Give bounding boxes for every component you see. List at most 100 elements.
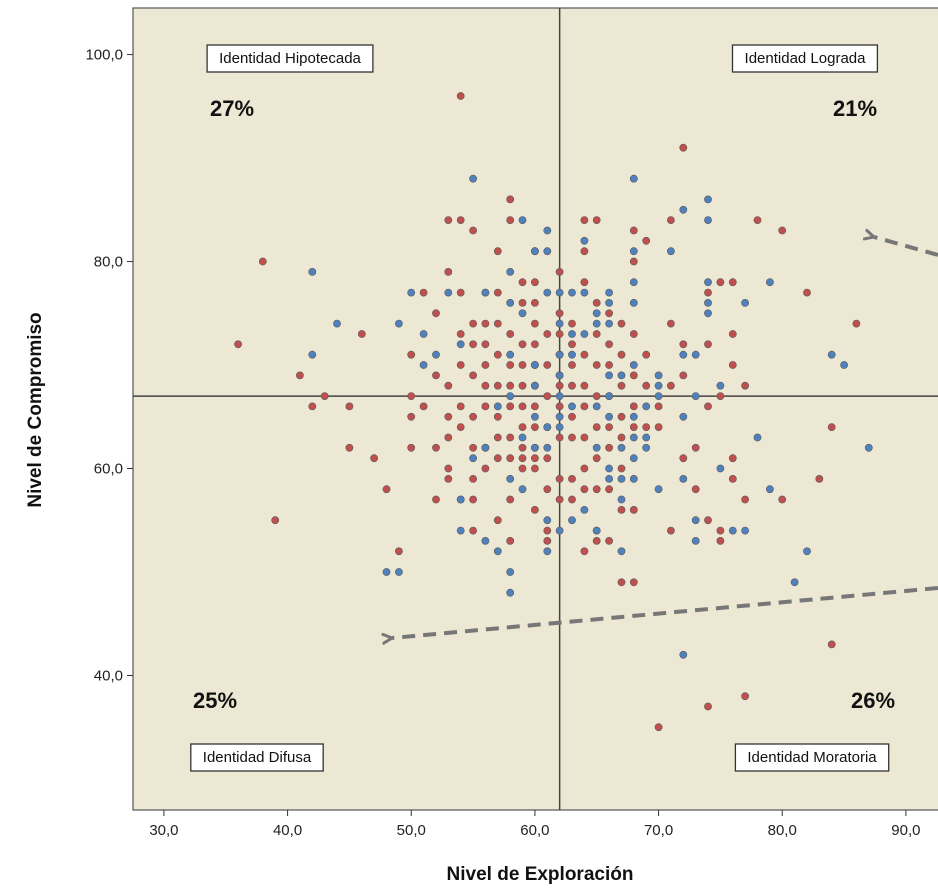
data-point — [864, 443, 873, 452]
y-tick-label: 80,0 — [94, 254, 123, 271]
data-point — [568, 381, 576, 390]
data-point — [543, 330, 552, 338]
data-point — [790, 578, 799, 587]
data-point — [741, 298, 749, 307]
data-point — [691, 443, 700, 452]
data-point — [382, 568, 391, 576]
data-point — [580, 402, 589, 411]
data-point — [605, 485, 613, 494]
quadrant-box: Identidad Difusa — [190, 743, 324, 772]
data-point — [667, 319, 675, 328]
data-point — [778, 495, 787, 504]
quadrant-label-box — [731, 44, 879, 73]
data-point — [667, 216, 675, 224]
data-point — [493, 381, 502, 390]
data-point — [741, 495, 749, 504]
data-point — [531, 454, 539, 463]
data-point — [629, 454, 638, 463]
data-points — [234, 92, 873, 732]
data-point — [580, 216, 589, 224]
data-point — [345, 402, 354, 411]
data-point — [320, 392, 329, 400]
data-point — [308, 402, 317, 411]
data-point — [617, 381, 626, 390]
data-point — [568, 330, 576, 338]
data-point — [506, 433, 515, 442]
data-point — [592, 454, 601, 463]
data-point — [642, 433, 651, 442]
data-point — [432, 371, 440, 380]
data-point — [568, 288, 576, 297]
data-point — [617, 443, 626, 452]
data-point — [506, 216, 515, 224]
data-point — [629, 361, 638, 369]
data-point — [642, 381, 651, 390]
data-point — [580, 236, 589, 245]
data-point — [444, 288, 453, 297]
data-point — [444, 433, 453, 442]
data-point — [543, 361, 552, 369]
data-point — [394, 568, 403, 576]
data-point — [518, 216, 527, 224]
data-point — [642, 423, 651, 431]
data-point — [506, 454, 515, 463]
data-point — [827, 640, 836, 649]
data-point — [654, 392, 663, 400]
data-point — [691, 350, 700, 359]
data-point — [568, 495, 576, 504]
data-point — [493, 547, 502, 556]
data-point — [629, 330, 638, 338]
data-point — [555, 412, 564, 421]
x-tick-label: 80,0 — [768, 822, 797, 839]
data-point — [580, 433, 589, 442]
data-point — [506, 474, 515, 483]
data-point — [531, 247, 539, 256]
data-point — [456, 495, 465, 504]
data-point — [704, 298, 712, 307]
data-point — [803, 547, 811, 556]
data-point — [629, 402, 638, 411]
quadrant-box: Identidad Hipotecada — [206, 44, 374, 73]
data-point — [531, 464, 539, 473]
quadrant-labels: Identidad Hipotecada 27% Identidad Lograda… — [190, 44, 895, 772]
data-point — [543, 226, 552, 235]
x-tick-label: 70,0 — [644, 822, 673, 839]
data-point — [629, 412, 638, 421]
data-point — [704, 309, 712, 318]
data-point — [568, 340, 576, 349]
data-point — [667, 526, 675, 535]
data-point — [531, 361, 539, 369]
data-point — [531, 443, 539, 452]
data-point — [382, 485, 391, 494]
data-point — [741, 526, 749, 535]
data-point — [469, 371, 477, 380]
data-point — [481, 361, 490, 369]
data-point — [753, 216, 762, 224]
data-point — [605, 319, 613, 328]
data-point — [629, 298, 638, 307]
data-point — [543, 485, 552, 494]
data-point — [592, 485, 601, 494]
data-point — [716, 526, 725, 535]
data-point — [555, 423, 564, 431]
data-point — [691, 485, 700, 494]
data-point — [728, 278, 737, 287]
data-point — [580, 288, 589, 297]
data-point — [592, 216, 601, 224]
data-point — [481, 537, 490, 545]
data-point — [543, 288, 552, 297]
data-point — [679, 650, 688, 659]
quadrant-label: Identidad Lograda — [745, 50, 867, 67]
data-point — [456, 288, 465, 297]
data-point — [555, 350, 564, 359]
data-point — [629, 371, 638, 380]
data-point — [531, 402, 539, 411]
data-point — [580, 464, 589, 473]
data-point — [568, 516, 576, 525]
x-tick-label: 90,0 — [891, 822, 920, 839]
data-point — [518, 309, 527, 318]
data-point — [481, 443, 490, 452]
data-point — [506, 350, 515, 359]
x-tick-label: 50,0 — [397, 822, 426, 839]
